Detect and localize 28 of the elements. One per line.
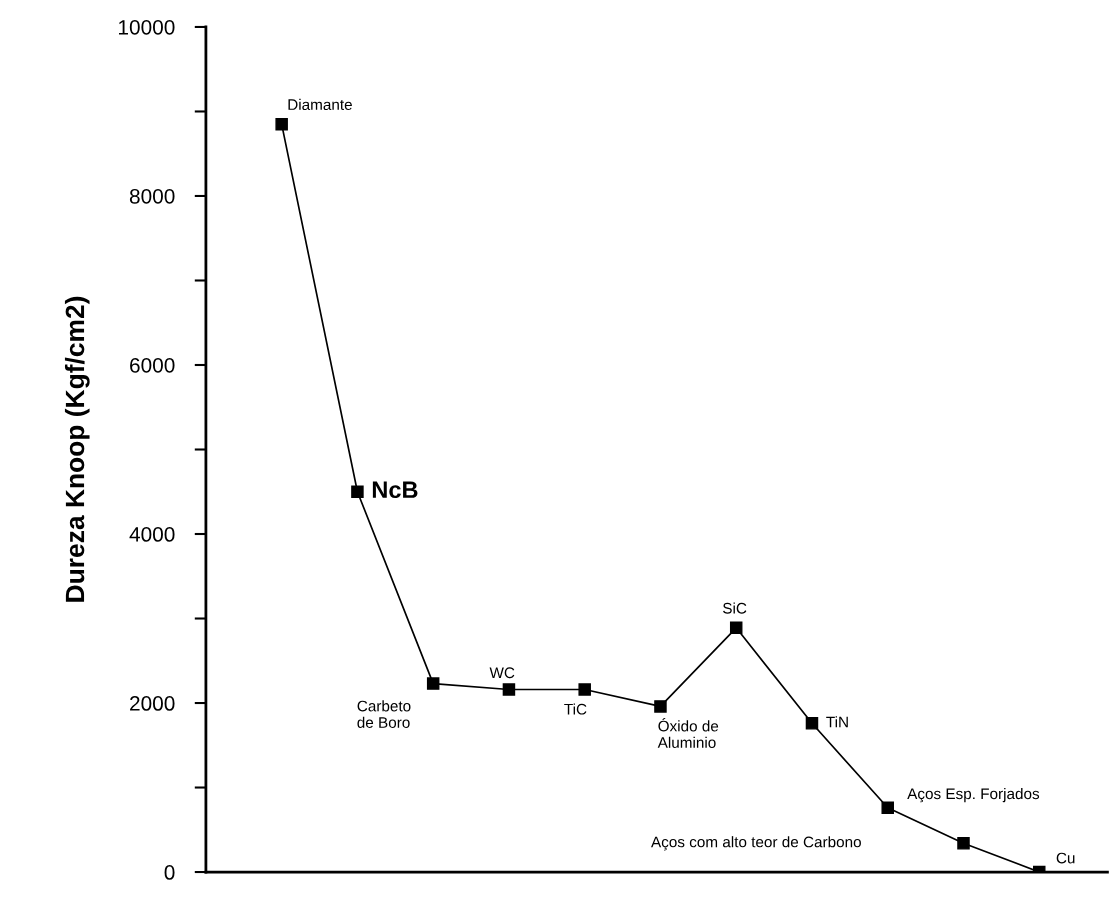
point bbox=[729, 621, 743, 635]
point bbox=[502, 683, 516, 696]
y-tick-label: 2000 bbox=[130, 696, 175, 711]
annotation: WC bbox=[489, 667, 515, 679]
y-tick-label: 4000 bbox=[129, 527, 175, 542]
point bbox=[426, 677, 440, 690]
annotation: Carbeto de Boro bbox=[357, 700, 411, 728]
annotation: TiN bbox=[826, 716, 848, 728]
y-tick-label: 10000 bbox=[119, 19, 175, 35]
annotation: SiC bbox=[723, 602, 747, 614]
point bbox=[805, 717, 819, 730]
y-tick-label: 0 bbox=[164, 865, 175, 880]
annotation: Diamante bbox=[288, 98, 352, 111]
annotation: Aços com alto teor de Carbono bbox=[651, 836, 861, 851]
annotation: Cu bbox=[1056, 852, 1075, 864]
y-tick-label: 8000 bbox=[129, 188, 175, 204]
point bbox=[351, 485, 364, 499]
y-axis-title: Dureza Knoop (Kgf/cm2) bbox=[64, 296, 90, 602]
point bbox=[654, 700, 667, 713]
annotation: Aços Esp. Forjados bbox=[907, 787, 1040, 803]
point bbox=[578, 683, 591, 696]
annotation: TiC bbox=[564, 703, 587, 715]
point bbox=[957, 837, 970, 850]
point bbox=[881, 801, 894, 815]
point bbox=[275, 117, 288, 131]
annotation: NcB bbox=[372, 481, 418, 499]
annotation: Óxido de Aluminio bbox=[657, 718, 719, 748]
y-tick-label: 6000 bbox=[130, 358, 175, 373]
